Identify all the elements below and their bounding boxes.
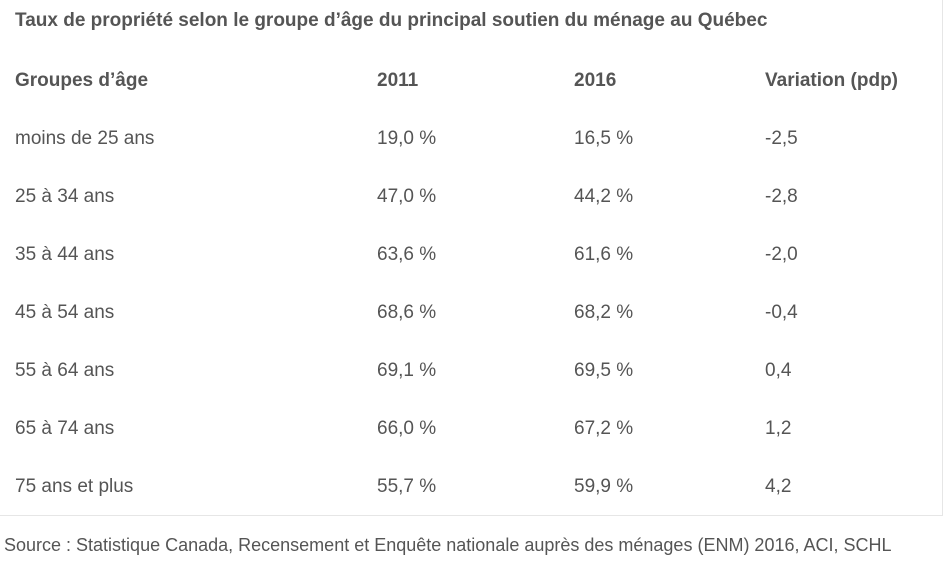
value-2016-cell: 59,9 % bbox=[574, 476, 634, 497]
table-row: moins de 25 ans 19,0 % 16,5 % -2,5 bbox=[0, 110, 940, 168]
value-2011-cell: 69,1 % bbox=[377, 360, 437, 381]
table-row: 35 à 44 ans 63,6 % 61,6 % -2,0 bbox=[0, 226, 940, 284]
header-2011: 2011 bbox=[377, 70, 419, 91]
age-group-cell: 35 à 44 ans bbox=[15, 244, 115, 265]
variation-cell: -2,5 bbox=[765, 128, 798, 149]
table-row: 75 ans et plus 55,7 % 59,9 % 4,2 bbox=[0, 458, 940, 516]
variation-cell: 4,2 bbox=[765, 476, 792, 497]
value-2016-cell: 69,5 % bbox=[574, 360, 634, 381]
variation-cell: 0,4 bbox=[765, 360, 792, 381]
age-group-cell: 25 à 34 ans bbox=[15, 186, 115, 207]
ownership-rate-table: Taux de propriété selon le groupe d’âge … bbox=[0, 0, 943, 516]
variation-cell: 1,2 bbox=[765, 418, 792, 439]
variation-cell: -0,4 bbox=[765, 302, 798, 323]
value-2016-cell: 44,2 % bbox=[574, 186, 634, 207]
table-row: 45 à 54 ans 68,6 % 68,2 % -0,4 bbox=[0, 284, 940, 342]
table-title: Taux de propriété selon le groupe d’âge … bbox=[15, 10, 768, 31]
table-row: 55 à 64 ans 69,1 % 69,5 % 0,4 bbox=[0, 342, 940, 400]
table-header-row: Groupes d’âge 2011 2016 Variation (pdp) bbox=[0, 52, 940, 110]
header-age-groups: Groupes d’âge bbox=[15, 70, 149, 91]
value-2011-cell: 19,0 % bbox=[377, 128, 437, 149]
value-2016-cell: 68,2 % bbox=[574, 302, 634, 323]
age-group-cell: 45 à 54 ans bbox=[15, 302, 115, 323]
variation-cell: -2,0 bbox=[765, 244, 798, 265]
age-group-cell: 55 à 64 ans bbox=[15, 360, 115, 381]
source-caption: Source : Statistique Canada, Recensement… bbox=[4, 535, 892, 555]
value-2016-cell: 67,2 % bbox=[574, 418, 634, 439]
value-2016-cell: 61,6 % bbox=[574, 244, 634, 265]
value-2011-cell: 68,6 % bbox=[377, 302, 437, 323]
value-2011-cell: 66,0 % bbox=[377, 418, 437, 439]
header-variation: Variation (pdp) bbox=[765, 70, 898, 91]
table-row: 25 à 34 ans 47,0 % 44,2 % -2,8 bbox=[0, 168, 940, 226]
age-group-cell: moins de 25 ans bbox=[15, 128, 155, 149]
value-2011-cell: 47,0 % bbox=[377, 186, 437, 207]
age-group-cell: 75 ans et plus bbox=[15, 476, 134, 497]
value-2016-cell: 16,5 % bbox=[574, 128, 634, 149]
age-group-cell: 65 à 74 ans bbox=[15, 418, 115, 439]
value-2011-cell: 55,7 % bbox=[377, 476, 437, 497]
header-2016: 2016 bbox=[574, 70, 617, 91]
table-row: 65 à 74 ans 66,0 % 67,2 % 1,2 bbox=[0, 400, 940, 458]
value-2011-cell: 63,6 % bbox=[377, 244, 437, 265]
variation-cell: -2,8 bbox=[765, 186, 798, 207]
